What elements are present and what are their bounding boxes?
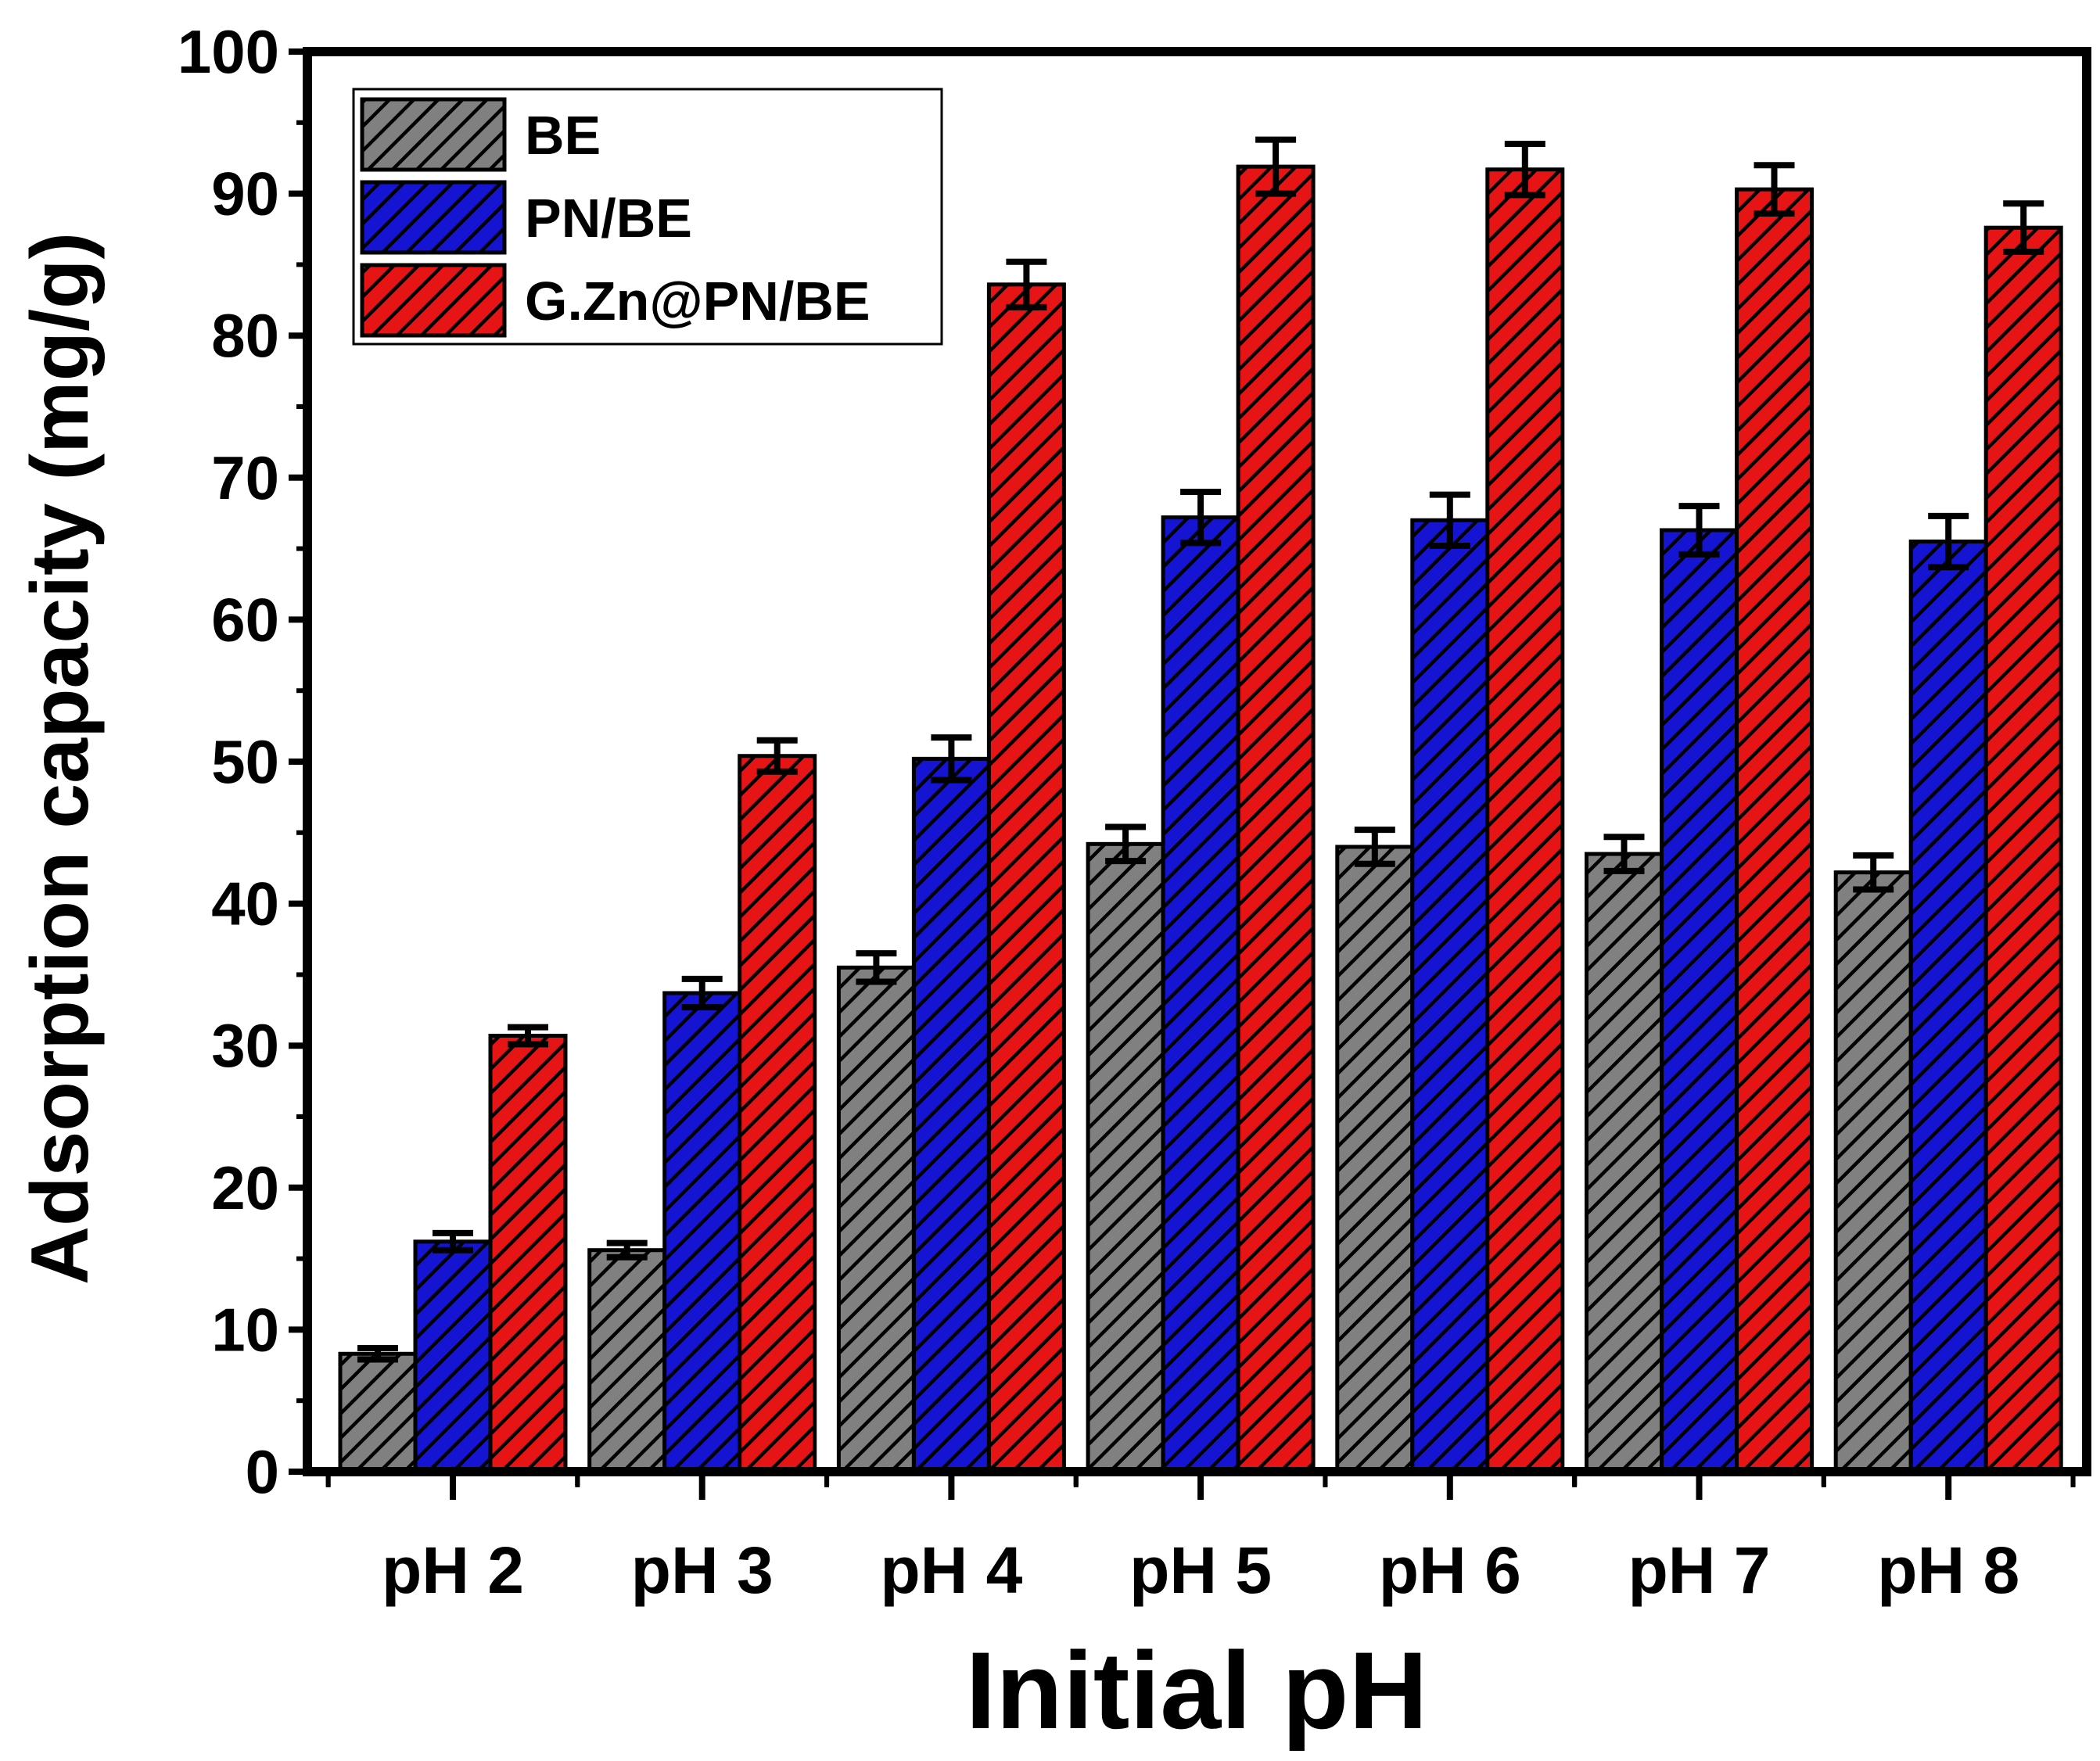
bar-g-zn-pn-be-ph-2 [488, 1033, 568, 1474]
y-tick-labels: 0 10 20 30 40 50 60 70 80 90 100 [178, 17, 279, 1506]
x-tick-label-ph-8: pH 8 [1877, 1533, 2019, 1607]
bar-pn-be-ph-3 [662, 991, 742, 1474]
x-axis-title: Initial pH [965, 1629, 1427, 1752]
legend-swatch-pn-be [360, 180, 507, 255]
bar-pn-be-ph-7 [1660, 528, 1739, 1474]
y-tick-label: 100 [178, 17, 279, 86]
y-tick-label: 40 [211, 870, 279, 938]
x-tick-label-ph-6: pH 6 [1379, 1533, 1521, 1607]
y-tick-label: 60 [211, 585, 279, 654]
x-tick-label-ph-3: pH 3 [631, 1533, 774, 1607]
bars-layer [338, 136, 2063, 1474]
x-tick-label-ph-7: pH 7 [1628, 1533, 1770, 1607]
x-tick-label-ph-4: pH 4 [880, 1533, 1022, 1607]
bar-pn-be-ph-8 [1908, 540, 1988, 1474]
bar-pn-be-ph-2 [413, 1239, 493, 1474]
y-tick-label: 20 [211, 1153, 279, 1222]
bar-be-ph-4 [836, 965, 916, 1474]
x-tick-label-ph-2: pH 2 [382, 1533, 524, 1607]
legend-swatch-gzn-pn-be [360, 263, 507, 338]
bar-g-zn-pn-be-ph-3 [738, 754, 817, 1474]
y-tick-label: 80 [211, 301, 279, 370]
legend-label-pn-be: PN/BE [525, 188, 692, 249]
bar-be-ph-6 [1335, 845, 1415, 1474]
bar-g-zn-pn-be-ph-7 [1735, 187, 1814, 1474]
legend: BE PN/BE G.Zn@PN/BE [352, 88, 943, 346]
y-axis-title: Adsorption capacity (mg/g) [15, 232, 106, 1285]
y-tick-label: 10 [211, 1295, 279, 1364]
legend-label-gzn-pn-be: G.Zn@PN/BE [525, 271, 871, 332]
bar-pn-be-ph-6 [1410, 518, 1490, 1474]
bar-be-ph-2 [338, 1351, 418, 1474]
x-tick-labels: pH 2 pH 3 pH 4 pH 5 pH 6 pH 7 pH 8 [382, 1533, 2019, 1607]
legend-swatch-be [360, 97, 507, 172]
bar-pn-be-ph-4 [911, 756, 991, 1474]
y-tick-label: 50 [211, 727, 279, 796]
x-tick-label-ph-5: pH 5 [1129, 1533, 1272, 1607]
y-tick-label: 0 [246, 1437, 279, 1506]
bar-g-zn-pn-be-ph-8 [1983, 225, 2063, 1474]
bar-g-zn-pn-be-ph-6 [1485, 167, 1565, 1474]
bar-pn-be-ph-5 [1161, 515, 1240, 1474]
bar-be-ph-8 [1833, 870, 1913, 1474]
bar-g-zn-pn-be-ph-5 [1236, 164, 1316, 1474]
y-tick-label: 90 [211, 160, 279, 228]
bar-be-ph-7 [1585, 852, 1664, 1474]
y-tick-label: 30 [211, 1011, 279, 1080]
bar-be-ph-3 [587, 1248, 667, 1474]
plot-frame [303, 47, 2091, 1476]
y-tick-label: 70 [211, 443, 279, 512]
bar-be-ph-5 [1086, 841, 1165, 1474]
bar-g-zn-pn-be-ph-4 [986, 282, 1066, 1474]
legend-label-be: BE [525, 105, 601, 166]
